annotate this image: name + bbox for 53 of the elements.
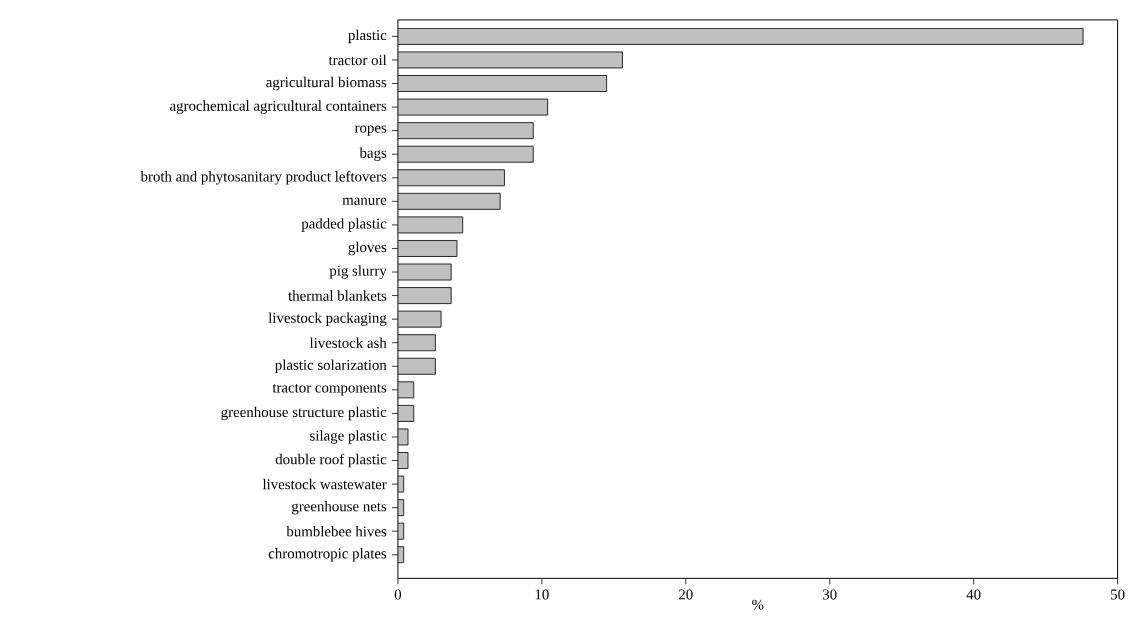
y-tick-label: tractor components	[272, 384, 387, 396]
y-tick-label: tractor oil	[328, 54, 387, 66]
bar	[397, 357, 436, 375]
bar	[397, 263, 452, 281]
y-tick-label: broth and phytosanitary product leftovers	[140, 170, 387, 185]
y-tick-label: plastic	[348, 29, 387, 44]
x-tick-label: 50	[1111, 589, 1125, 600]
bar	[397, 451, 409, 469]
y-tick-label: thermal blankets	[288, 290, 387, 301]
y-tick-label: manure	[342, 197, 387, 205]
y-tick-label: double roof plastic	[275, 453, 387, 468]
bar	[397, 546, 405, 564]
y-tick-label: silage plastic	[310, 430, 387, 444]
bar	[397, 74, 608, 92]
x-axis-title: %	[752, 599, 764, 610]
y-tick-label: plastic solarization	[275, 359, 387, 373]
y-tick-label: bags	[359, 147, 387, 161]
x-tick-label: 0	[394, 589, 402, 600]
y-tick-label: greenhouse nets	[292, 500, 387, 515]
y-tick-label: ropes	[354, 125, 387, 136]
bar	[397, 475, 405, 493]
bar	[397, 287, 452, 305]
bar	[397, 239, 458, 257]
y-tick-label: bumblebee hives	[286, 525, 387, 537]
bar	[397, 27, 1084, 45]
bar	[397, 122, 534, 140]
bar	[397, 522, 405, 540]
bar	[397, 310, 442, 328]
bar	[397, 98, 549, 116]
bar	[397, 428, 409, 446]
bar	[397, 51, 623, 69]
bar	[397, 145, 534, 163]
bar	[397, 381, 415, 399]
x-tick-label: 30	[823, 589, 837, 600]
bar	[397, 334, 436, 352]
y-tick-label: agrochemical agricultural containers	[170, 100, 387, 114]
x-tick-label: 40	[966, 589, 981, 600]
bar	[397, 216, 464, 234]
bar	[397, 499, 405, 517]
y-tick-label: gloves	[348, 241, 387, 256]
y-tick-label: livestock packaging	[268, 312, 387, 326]
y-tick-label: livestock wastewater	[262, 478, 387, 490]
y-tick-label: livestock ash	[309, 337, 387, 348]
x-tick-label: 20	[679, 589, 693, 600]
y-tick-label: pig slurry	[329, 265, 387, 279]
bar	[397, 169, 505, 187]
y-tick-label: padded plastic	[301, 218, 387, 232]
y-tick-label: agricultural biomass	[266, 76, 387, 91]
y-tick-label: greenhouse structure plastic	[221, 406, 387, 421]
x-tick-label: 10	[535, 589, 549, 600]
bar	[397, 192, 501, 210]
bar	[397, 404, 415, 422]
y-tick-label: chromotropic plates	[268, 548, 387, 562]
